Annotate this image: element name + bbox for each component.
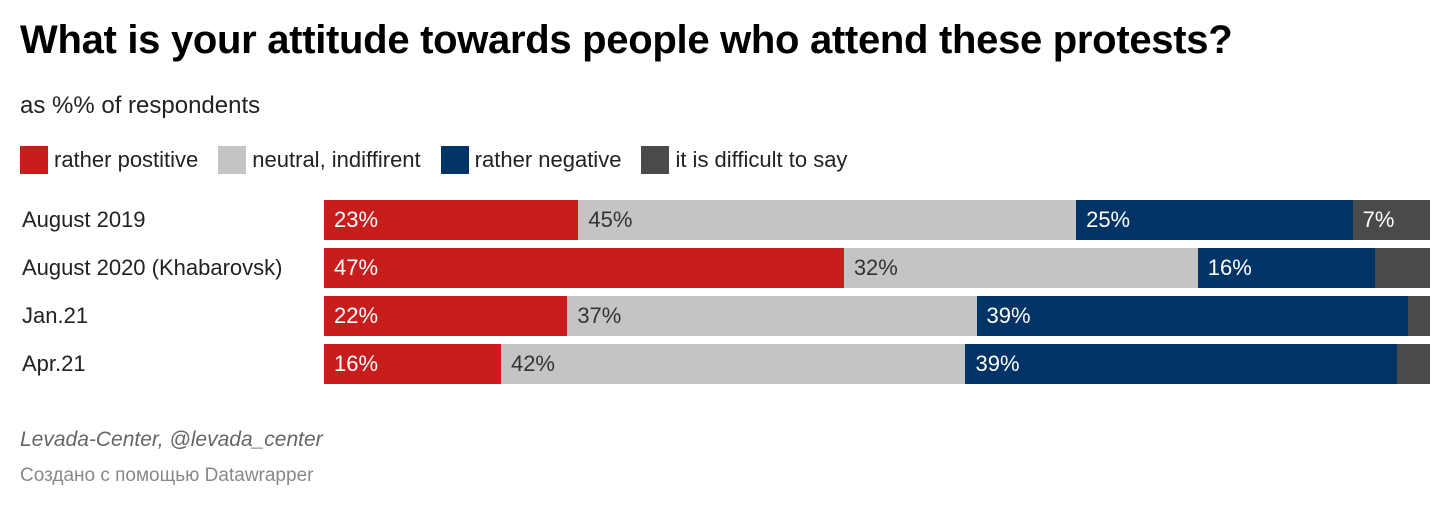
bar-row: 47% 32% 16% [324,248,1430,288]
legend-label-positive: rather postitive [54,147,199,172]
bar-segment [1197,248,1375,288]
data-label: 7% [1362,207,1395,232]
bar-segment [1076,200,1353,240]
row-label: August 2020 (Khabarovsk) [22,255,283,280]
data-label: 32% [853,255,898,280]
bar-segment [567,296,977,336]
bar-segment [976,296,1408,336]
data-label: 42% [510,351,555,376]
row-label: Apr.21 [22,351,86,376]
chart-title: What is your attitude towards people who… [20,18,1233,62]
bar-row: 22% 37% 39% [324,296,1430,336]
bar-segment [324,248,844,288]
row-label: Jan.21 [22,303,89,328]
data-label: 47% [334,255,379,280]
bar-segment [1396,344,1430,384]
chart-credit: Создано с помощью Datawrapper [20,465,314,486]
legend-item-positive: rather postitive [20,146,198,174]
chart-subtitle: as %% of respondents [20,92,261,119]
legend-item-neutral: neutral, indiffirent [218,146,421,174]
legend-swatch-neutral [218,146,247,174]
bar-segment [500,344,966,384]
legend-swatch-difficult [641,146,670,174]
data-label: 39% [986,303,1031,328]
legend-item-negative: rather negative [440,146,622,174]
bar-segment [324,296,568,336]
data-label: 16% [334,351,379,376]
bar-segment [578,200,1077,240]
stacked-bar-chart: August 2019 23% 45% 25% 7% August 2020 (Khaba… [0,200,1452,390]
data-label: 45% [588,207,633,232]
data-label: 23% [334,207,379,232]
bar-segment [1407,296,1430,336]
bar-row: 23% 45% 25% 7% [324,200,1430,240]
bar-segment [324,344,501,384]
row-label: August 2019 [22,207,146,232]
bar-segment [324,200,579,240]
legend-label-negative: rather negative [474,147,622,172]
legend-label-neutral: neutral, indiffirent [252,147,421,172]
bar-segment [843,248,1198,288]
chart-source: Levada-Center, @levada_center [20,428,323,451]
bar-segment [965,344,1397,384]
legend-label-difficult: it is difficult to say [675,147,848,172]
legend-item-difficult: it is difficult to say [641,146,847,174]
legend: rather postitive neutral, indiffirent ra… [20,146,867,174]
legend-swatch-negative [440,146,469,174]
data-label: 16% [1207,255,1252,280]
data-label: 37% [577,303,622,328]
bar-row: 16% 42% 39% [324,344,1430,384]
bar-segment [1352,200,1430,240]
data-label: 22% [334,303,379,328]
data-label: 25% [1086,207,1131,232]
data-label: 39% [975,351,1020,376]
legend-swatch-positive [20,146,48,174]
bar-segment [1374,248,1430,288]
